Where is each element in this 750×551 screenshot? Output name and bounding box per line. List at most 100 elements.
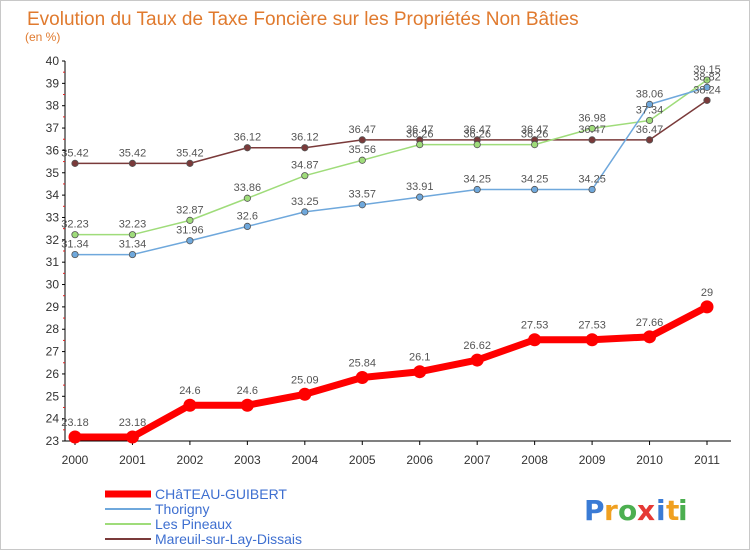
series-point	[588, 124, 596, 133]
series-point	[531, 141, 539, 149]
x-tick-label: 2007	[464, 453, 491, 467]
data-label: 25.84	[349, 358, 377, 370]
data-labels: 35.42 35.42 35.42 36.12 36.12 36.47 36.47 36.47…	[61, 64, 721, 429]
series-line	[74, 86, 708, 256]
logo-letter: r	[604, 494, 618, 527]
series-point	[301, 208, 309, 216]
data-label: 34.25	[521, 174, 549, 186]
data-label: 32.23	[61, 219, 89, 231]
series-point	[125, 430, 139, 444]
data-label: 36.47	[521, 124, 549, 136]
series-point	[473, 141, 481, 149]
series-point	[416, 193, 424, 201]
series-point	[703, 83, 711, 91]
legend-label: Mareuil-sur-Lay-Dissais	[155, 531, 302, 547]
series-point	[700, 300, 714, 314]
x-tick-label: 2000	[62, 453, 89, 467]
data-label: 26.62	[463, 340, 491, 352]
y-tick-label: 37	[46, 121, 60, 135]
series-point	[703, 76, 711, 84]
series-point	[585, 333, 599, 347]
y-tick-label: 35	[46, 166, 60, 180]
y-tick-label: 31	[46, 255, 60, 269]
data-label: 23.18	[61, 417, 89, 429]
series-point	[473, 185, 481, 194]
x-tick-label: 2004	[291, 453, 318, 467]
data-label: 35.42	[119, 147, 147, 159]
data-label: 38.24	[693, 84, 721, 96]
data-label: 36.12	[234, 132, 262, 144]
data-label: 23.18	[119, 417, 147, 429]
logo-letter: x	[637, 494, 655, 527]
x-tick-label: 2003	[234, 453, 261, 467]
data-label: 35.42	[61, 147, 89, 159]
data-label: 33.57	[349, 189, 377, 201]
series-point	[358, 201, 366, 209]
series-group	[68, 76, 714, 444]
data-label: 24.6	[237, 385, 258, 397]
series-point	[588, 136, 596, 144]
data-label: 33.25	[291, 196, 319, 208]
data-label: 36.47	[578, 124, 606, 136]
data-label: 36.26	[406, 129, 434, 141]
data-label: 39.15	[693, 64, 721, 76]
data-label: 27.53	[521, 320, 549, 332]
x-tick-label: 2002	[177, 453, 204, 467]
x-tick-label: 2011	[694, 453, 720, 467]
y-tick-label: 33	[46, 210, 60, 224]
y-tick-label: 34	[46, 188, 60, 202]
logo-letter: t	[666, 494, 679, 527]
series-point	[643, 330, 657, 344]
series-point	[128, 231, 137, 239]
y-tick-label: 39	[46, 76, 60, 90]
data-label: 36.98	[578, 113, 606, 125]
series-point	[243, 144, 251, 152]
series-point	[645, 116, 654, 125]
data-label: 34.25	[463, 174, 491, 186]
data-label: 31.34	[119, 239, 147, 251]
data-label: 33.91	[406, 181, 434, 193]
series-line	[74, 79, 708, 236]
series-point	[413, 365, 427, 379]
data-label: 25.09	[291, 374, 319, 386]
series-point	[71, 159, 79, 167]
y-tick-label: 40	[46, 54, 60, 68]
data-label: 38.06	[636, 88, 664, 100]
data-label: 32.23	[119, 219, 147, 231]
y-tick-label: 30	[46, 278, 60, 292]
series-point	[531, 185, 539, 194]
logo-letter: i	[678, 494, 688, 527]
data-label: 33.86	[234, 182, 262, 194]
y-tick-label: 38	[46, 99, 60, 113]
x-tick-label: 2005	[349, 453, 376, 467]
data-label: 35.42	[176, 147, 204, 159]
series-point	[186, 237, 194, 245]
series-line	[71, 303, 711, 441]
data-label: 27.53	[578, 320, 606, 332]
series-point	[470, 353, 484, 367]
data-label: 36.26	[521, 129, 549, 141]
data-label: 36.47	[636, 124, 664, 136]
y-tick-label: 32	[46, 233, 60, 247]
series-point	[186, 159, 194, 167]
logo-letter: P	[584, 494, 605, 527]
series-point	[703, 96, 711, 104]
series-point	[588, 185, 596, 194]
data-label: 34.87	[291, 160, 319, 172]
y-tick-label: 29	[46, 300, 60, 314]
x-tick-label: 2008	[521, 453, 548, 467]
data-label: 36.12	[291, 132, 319, 144]
x-tick-label: 2001	[119, 453, 146, 467]
data-label: 29	[701, 287, 713, 299]
y-tick-label: 36	[46, 143, 60, 157]
series-point	[301, 144, 309, 152]
axes: 23 24 25 26 27 28 29 30 31 32 33 34 35 36 37 38 39 40 2000…	[46, 54, 731, 467]
series-point	[301, 172, 309, 180]
series-point	[358, 156, 366, 164]
legend-label: Les Pineaux	[155, 516, 232, 532]
data-label: 36.47	[406, 124, 434, 136]
y-tick-label: 26	[46, 367, 60, 381]
data-label: 35.56	[349, 144, 377, 156]
data-label: 34.25	[578, 174, 606, 186]
